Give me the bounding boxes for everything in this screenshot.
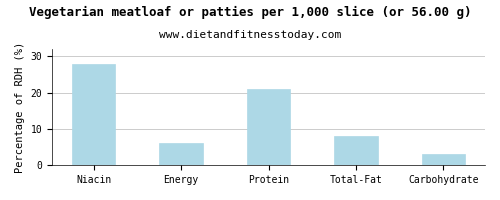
Bar <box>159 143 203 165</box>
Text: www.dietandfitnesstoday.com: www.dietandfitnesstoday.com <box>159 30 341 40</box>
Bar <box>246 89 290 165</box>
Bar <box>72 64 116 165</box>
Bar <box>334 136 378 165</box>
Text: Vegetarian meatloaf or patties per 1,000 slice (or 56.00 g): Vegetarian meatloaf or patties per 1,000… <box>29 6 471 19</box>
Bar <box>422 154 466 165</box>
Y-axis label: Percentage of RDH (%): Percentage of RDH (%) <box>15 42 25 173</box>
